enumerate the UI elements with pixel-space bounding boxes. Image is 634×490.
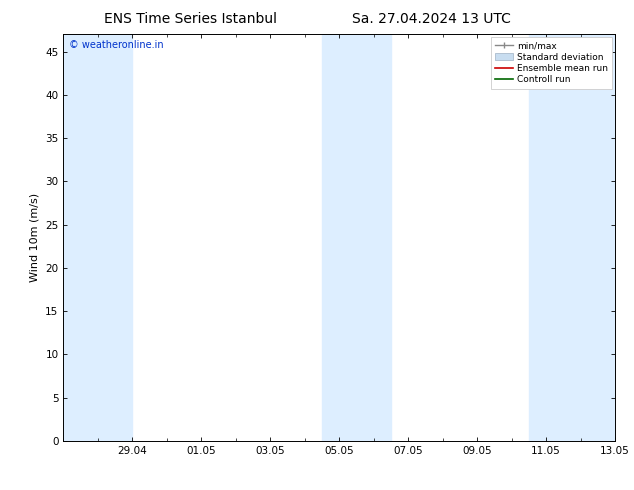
Y-axis label: Wind 10m (m/s): Wind 10m (m/s): [30, 193, 40, 282]
Bar: [322, 34, 391, 441]
Bar: [63, 34, 133, 441]
Text: ENS Time Series Istanbul: ENS Time Series Istanbul: [104, 12, 276, 26]
Bar: [529, 34, 615, 441]
Legend: min/max, Standard deviation, Ensemble mean run, Controll run: min/max, Standard deviation, Ensemble me…: [491, 37, 612, 89]
Text: Sa. 27.04.2024 13 UTC: Sa. 27.04.2024 13 UTC: [352, 12, 510, 26]
Text: © weatheronline.in: © weatheronline.in: [69, 40, 164, 50]
